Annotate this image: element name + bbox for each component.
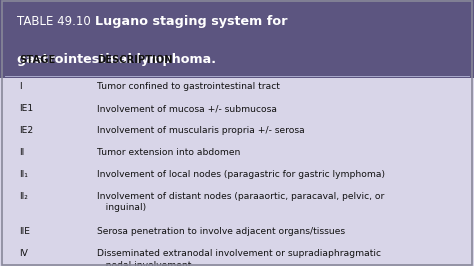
Text: TABLE 49.10: TABLE 49.10 xyxy=(17,15,91,28)
Text: Involvement of distant nodes (paraaortic, paracaval, pelvic, or
   inguinal): Involvement of distant nodes (paraaortic… xyxy=(97,192,384,212)
Text: Tumor confined to gastrointestinal tract: Tumor confined to gastrointestinal tract xyxy=(97,82,280,92)
Text: Serosa penetration to involve adjacent organs/tissues: Serosa penetration to involve adjacent o… xyxy=(97,227,345,236)
Text: IV: IV xyxy=(19,249,28,258)
Text: I: I xyxy=(19,82,22,92)
Text: IE2: IE2 xyxy=(19,126,33,135)
Text: gastrointestinal lymphoma.: gastrointestinal lymphoma. xyxy=(17,53,216,66)
Text: II₁: II₁ xyxy=(19,170,28,179)
Text: STAGE: STAGE xyxy=(19,55,55,65)
Text: Involvement of mucosa +/- submucosa: Involvement of mucosa +/- submucosa xyxy=(97,104,277,113)
Text: DESCRIPTION: DESCRIPTION xyxy=(97,55,173,65)
Text: IE1: IE1 xyxy=(19,104,33,113)
FancyBboxPatch shape xyxy=(0,0,474,78)
Text: Lugano staging system for: Lugano staging system for xyxy=(95,15,287,28)
Text: Involvement of local nodes (paragastric for gastric lymphoma): Involvement of local nodes (paragastric … xyxy=(97,170,385,179)
FancyBboxPatch shape xyxy=(0,78,474,266)
Text: Disseminated extranodal involvement or supradiaphragmatic
   nodal involvement: Disseminated extranodal involvement or s… xyxy=(97,249,381,266)
Text: Tumor extension into abdomen: Tumor extension into abdomen xyxy=(97,148,240,157)
Text: IIE: IIE xyxy=(19,227,30,236)
Text: II: II xyxy=(19,148,24,157)
Text: II₂: II₂ xyxy=(19,192,28,201)
Text: Involvement of muscularis propria +/- serosa: Involvement of muscularis propria +/- se… xyxy=(97,126,305,135)
